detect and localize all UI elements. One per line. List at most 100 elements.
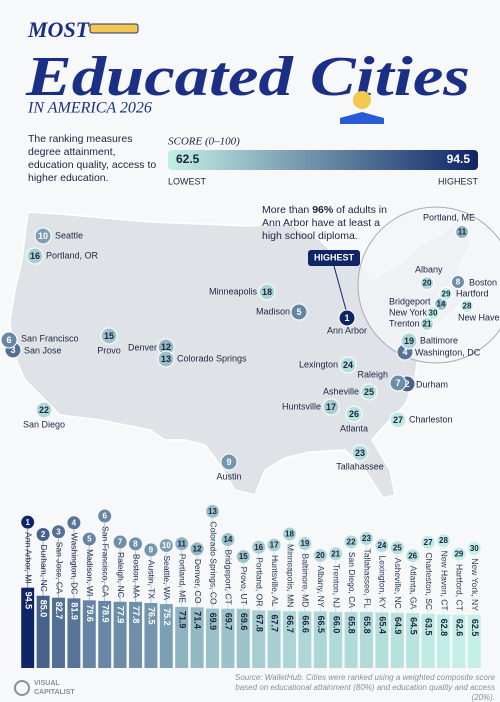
x-tick-label: Tallahassee, FL [362,549,372,609]
bar [236,608,250,668]
map-rank: 17 [326,402,336,412]
annotation-text: of adults in Ann Arbor have at least a h… [262,204,387,242]
map-rank: 11 [458,228,467,237]
map-label: Austin [216,471,241,481]
map-rank: 27 [393,415,403,425]
value-label: 65.4 [378,616,388,634]
map-rank: 8 [456,278,461,287]
map-marker [338,309,356,327]
map-rank: 25 [364,387,374,397]
rank-badge [52,525,65,539]
rank-badge [437,534,450,548]
map-rank: 24 [343,360,353,370]
rank-label: 23 [362,534,371,543]
title: Educated Cities [25,46,470,108]
value-label: 62.5 [470,619,480,637]
logo-text: CAPITALIST [34,689,75,696]
bar [36,595,50,668]
rank-badge [406,549,420,563]
map-label: Lexington [299,359,338,369]
value-label: 65.8 [347,616,357,634]
book-icon [340,91,384,124]
legend-gradient [168,150,478,170]
map-label: San Diego [23,419,65,429]
map-marker [157,350,175,368]
map-marker [360,383,378,401]
rank-badge [467,541,481,555]
map-rank: 6 [6,335,11,345]
legend-max: 94.5 [447,152,471,166]
x-tick-label: Portland, OR [254,557,264,606]
rank-label: 12 [193,545,202,554]
rank-label: 20 [316,551,325,560]
bar [252,610,266,668]
rank-badge [421,535,435,549]
x-tick-label: Albany, NY [316,566,326,608]
rank-badge [221,532,235,546]
map-marker [26,247,44,265]
map-marker [0,331,18,349]
map-label: Durham [416,379,448,389]
x-tick-label: Boston, MA [131,554,141,598]
bar [67,598,81,668]
map-marker [34,227,52,245]
x-tick-label: San Jose, CA [54,542,64,594]
map-label: Seattle [55,230,83,240]
bar [375,612,389,668]
x-tick-label: Austin, TX [147,560,157,599]
value-label: 62.8 [439,619,449,637]
map-marker [351,444,369,462]
badge-text: HIGHEST [314,252,355,262]
map-label: Charleston [409,414,453,424]
x-tick-label: Denver, CO [193,559,203,604]
map-rank: 1 [344,313,349,323]
value-label: 66.0 [331,616,341,634]
map-marker [100,327,118,345]
map-rank: 20 [423,279,432,288]
rank-badge [375,538,389,552]
value-label: 64.5 [408,617,418,635]
x-tick-label: San Francisco, CA [100,526,110,597]
map-rank: 15 [104,331,114,341]
map-label: San Francisco [21,333,79,343]
rank-badge [344,535,358,549]
map-label: Ann Arbor [327,325,367,335]
rank-label: 14 [223,535,232,544]
bar [21,587,35,668]
value-label: 71.4 [193,611,203,629]
map-rank: 2 [404,379,409,389]
map-label: Bridgeport [389,296,431,306]
value-label: 85.0 [39,600,49,618]
rank-badge [129,537,142,551]
bar [129,601,142,668]
rank-badge [98,509,112,523]
description: The ranking measures degree attainment, … [28,133,157,184]
rank-label: 9 [149,546,154,555]
map-label: Colorado Springs [177,353,247,363]
rank-label: 11 [177,539,186,548]
rank-badge [452,547,466,561]
map-marker [460,299,474,313]
rank-badge [329,547,343,561]
bar [390,612,404,668]
rank-badge [267,538,281,552]
bar [113,601,127,668]
rank-label: 4 [72,518,77,527]
value-label: 69.7 [224,613,234,631]
map-marker [389,374,407,392]
rank-label: 8 [133,540,138,549]
map-marker [420,276,434,290]
rank-badge [175,537,189,551]
bar [267,610,281,668]
map-label: Provo [97,345,121,355]
bar [467,614,481,668]
value-label: 77.8 [131,606,141,624]
map-rank: 9 [226,457,231,467]
annotation-highlight: 96% [312,204,334,216]
map-label: New York [389,307,428,317]
value-label: 62.6 [455,619,465,637]
map-rank: 30 [429,309,438,318]
map-label: Denver [128,342,157,352]
map-label: Trenton [389,318,420,328]
bar [52,597,65,668]
